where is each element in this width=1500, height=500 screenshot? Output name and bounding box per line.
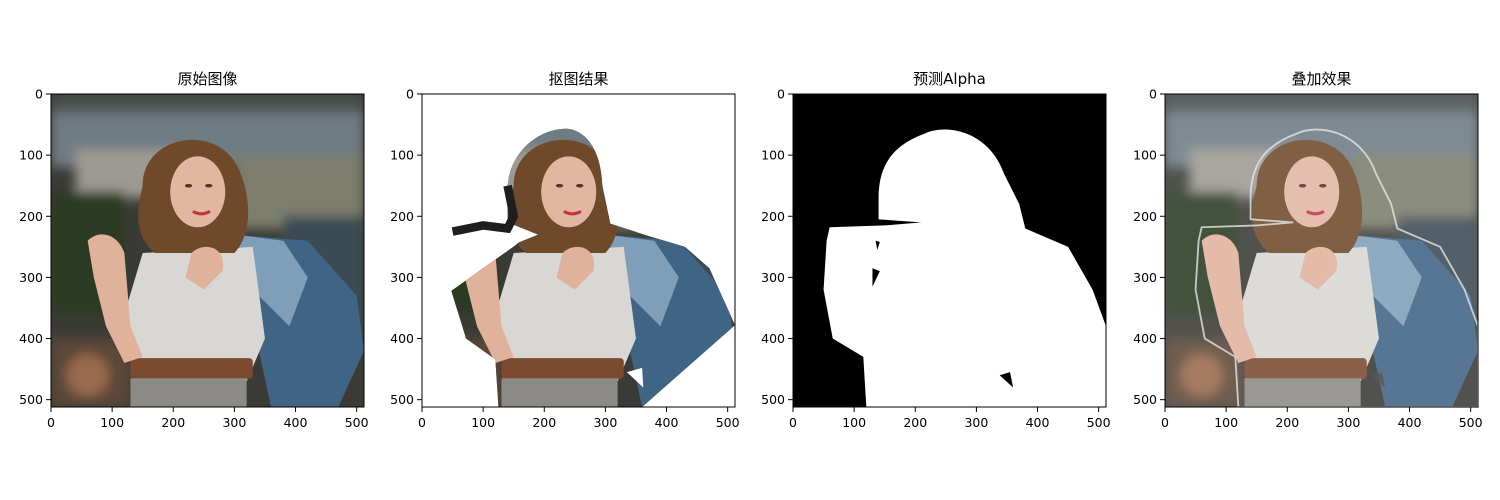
y-tick-label: 500 <box>1133 392 1157 407</box>
x-tick-label: 300 <box>222 415 246 430</box>
x-tick-label: 500 <box>1087 415 1111 430</box>
y-tick-label: 300 <box>390 270 414 285</box>
axes-frame <box>50 93 365 408</box>
foreground-cutout-on-white <box>422 94 735 407</box>
x-tick-label: 500 <box>1459 415 1483 430</box>
x-tick-label: 200 <box>903 415 927 430</box>
panel-title: 叠加效果 <box>1291 70 1351 88</box>
y-tick-label: 400 <box>390 331 414 346</box>
x-tick-label: 300 <box>964 415 988 430</box>
x-tick-label: 0 <box>789 415 797 430</box>
y-tick-label: 200 <box>761 209 785 224</box>
y-tick-label: 300 <box>19 270 43 285</box>
x-tick-label: 500 <box>345 415 369 430</box>
x-tick-label: 100 <box>1214 415 1238 430</box>
y-tick-label: 100 <box>761 148 785 163</box>
x-tick-label: 200 <box>532 415 556 430</box>
portrait-photo <box>51 94 364 407</box>
y-tick-label: 100 <box>390 148 414 163</box>
y-tick-label: 0 <box>1149 87 1157 102</box>
x-tick-label: 500 <box>716 415 740 430</box>
y-tick-label: 0 <box>406 87 414 102</box>
x-tick-label: 100 <box>100 415 124 430</box>
y-tick-label: 200 <box>1133 209 1157 224</box>
y-tick-label: 100 <box>1133 148 1157 163</box>
overlay-outline-on-photo <box>1165 94 1479 408</box>
panel-title: 预测Alpha <box>913 70 986 88</box>
panel-title: 抠图结果 <box>548 70 608 88</box>
panel-cutout: 抠图结果 0 100 200 300 400 500 0 100 200 300 400 500 <box>390 70 739 430</box>
x-tick-label: 0 <box>418 415 426 430</box>
y-tick-label: 200 <box>390 209 414 224</box>
x-tick-label: 200 <box>1275 415 1299 430</box>
axes-frame <box>1164 93 1479 408</box>
x-tick-label: 100 <box>471 415 495 430</box>
y-tick-label: 400 <box>1133 331 1157 346</box>
panel-title: 原始图像 <box>177 70 237 88</box>
y-tick-label: 0 <box>777 87 785 102</box>
y-tick-label: 0 <box>35 87 43 102</box>
y-tick-label: 500 <box>390 392 414 407</box>
panel-alpha: 预测Alpha 0 100 200 300 400 500 0 100 200 300 400 500 <box>761 70 1110 430</box>
axes-frame <box>421 93 736 408</box>
panel-original: 原始图像 0 100 200 300 400 500 0 100 200 300 400 500 <box>19 70 368 430</box>
y-tick-label: 400 <box>761 331 785 346</box>
y-tick-label: 500 <box>761 392 785 407</box>
axes-frame <box>792 93 1107 408</box>
x-tick-label: 300 <box>1336 415 1360 430</box>
x-tick-label: 400 <box>284 415 308 430</box>
x-tick-label: 300 <box>593 415 617 430</box>
x-tick-label: 400 <box>655 415 679 430</box>
x-tick-label: 200 <box>161 415 185 430</box>
x-tick-label: 400 <box>1026 415 1050 430</box>
y-tick-label: 300 <box>1133 270 1157 285</box>
y-tick-label: 400 <box>19 331 43 346</box>
y-tick-label: 200 <box>19 209 43 224</box>
y-tick-label: 500 <box>19 392 43 407</box>
alpha-matte <box>793 94 1106 407</box>
x-tick-label: 100 <box>842 415 866 430</box>
x-tick-label: 0 <box>1161 415 1169 430</box>
x-tick-label: 0 <box>47 415 55 430</box>
panel-overlay: 叠加效果 0 100 200 300 400 500 0 100 200 300 400 500 <box>1133 70 1482 430</box>
y-tick-label: 300 <box>761 270 785 285</box>
y-tick-label: 100 <box>19 148 43 163</box>
x-tick-label: 400 <box>1398 415 1422 430</box>
